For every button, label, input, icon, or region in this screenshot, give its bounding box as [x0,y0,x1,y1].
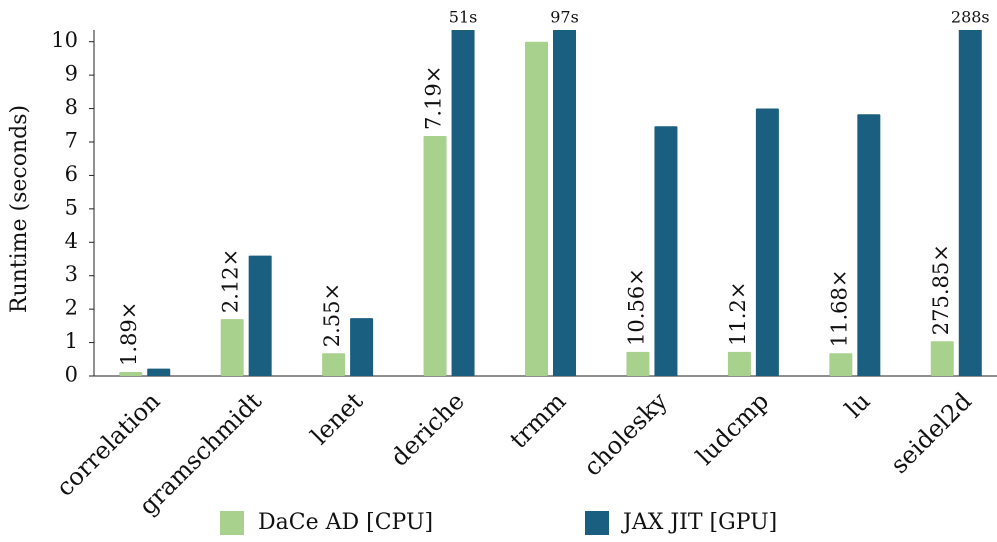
bar [829,353,853,376]
x-tick-label: cholesky [578,387,673,482]
speedup-label: 11.2× [726,282,750,346]
value-label: 51s [449,8,478,27]
y-tick-label: 2 [65,296,78,320]
speedup-label: 275.85× [929,244,953,335]
bar [350,318,374,376]
y-tick-label: 7 [65,128,78,152]
y-tick-label: 9 [65,62,78,86]
bars [119,30,982,377]
y-tick-label: 4 [65,229,78,253]
speedup-label: 7.19× [422,66,446,130]
x-tick-label: seidel2d [885,387,977,479]
y-tick-label: 6 [65,162,78,186]
x-tick-label: trmm [504,387,571,454]
bar [220,319,244,376]
y-tick-label: 5 [65,195,78,219]
x-tick-label: deriche [385,387,470,472]
legend-swatch [220,511,244,535]
value-label: 288s [951,8,990,27]
bar [755,108,779,376]
y-tick-label: 1 [65,329,78,353]
legend-swatch [585,511,609,535]
speedup-label: 11.68× [827,270,851,348]
legend-label: DaCe AD [CPU] [258,510,433,535]
value-label: 97s [550,8,579,27]
y-tick-label: 3 [65,262,78,286]
bar [958,30,982,376]
x-tick-label: lenet [305,387,368,450]
speedup-label: 2.12× [219,249,243,313]
bar [626,351,650,376]
x-tick-label: ludcmp [691,387,774,470]
bar [322,353,346,376]
y-tick-label: 10 [51,28,78,52]
bar [727,351,751,376]
bar [930,341,954,376]
bar [553,30,576,376]
x-tick-label: lu [840,387,876,423]
bar [654,126,678,376]
y-axis-label: Runtime (seconds) [7,105,32,313]
y-tick-label: 8 [65,95,78,119]
bar [119,371,143,376]
bar [147,368,171,376]
bar [525,41,548,377]
y-tick-label: 0 [65,363,78,387]
speedup-label: 2.55× [320,283,344,347]
bar [857,114,881,377]
legend-label: JAX JIT [GPU] [621,510,777,535]
bar [248,255,272,376]
speedup-label: 10.56× [624,268,648,346]
speedup-label: 1.89× [117,302,141,366]
bar [423,135,447,376]
bar [451,30,475,376]
